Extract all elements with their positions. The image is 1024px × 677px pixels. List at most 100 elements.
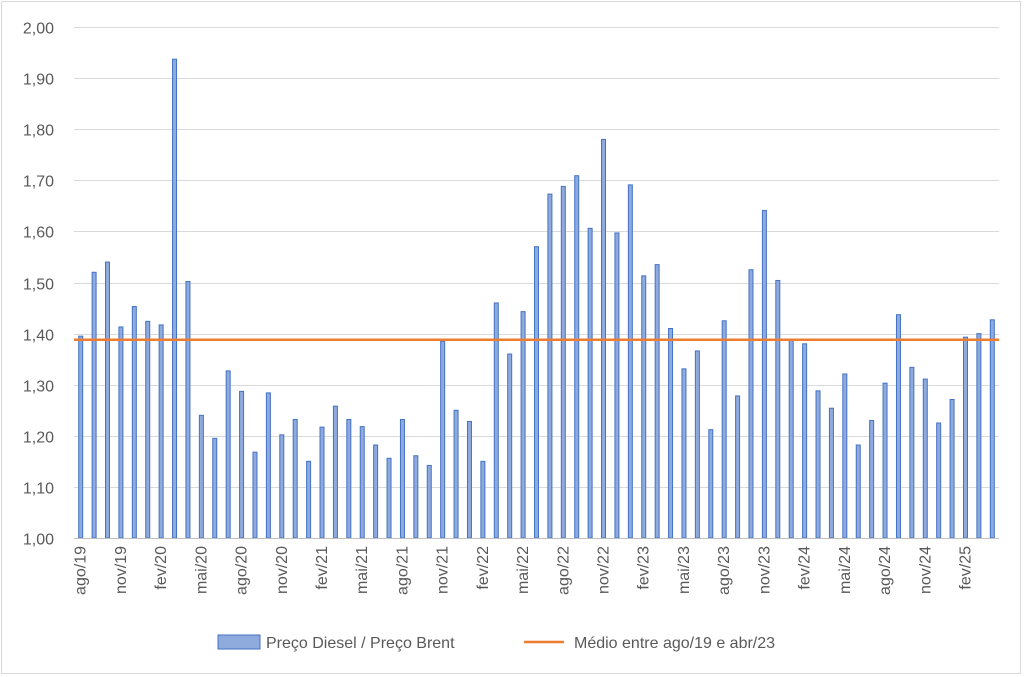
bar bbox=[145, 320, 151, 539]
y-tick-label: 2,00 bbox=[23, 21, 54, 38]
x-tick-label: nov/23 bbox=[756, 546, 773, 594]
x-tick-label: nov/21 bbox=[435, 546, 452, 594]
bar bbox=[574, 175, 580, 539]
bar bbox=[534, 246, 539, 539]
x-tick-label: mai/21 bbox=[354, 546, 371, 594]
x-tick-label: nov/20 bbox=[274, 546, 291, 594]
x-tick-label: ago/24 bbox=[877, 546, 894, 595]
bar bbox=[493, 302, 499, 539]
bar bbox=[239, 390, 245, 539]
y-tick-label: 1,40 bbox=[23, 328, 54, 345]
y-tick-label: 1,80 bbox=[23, 123, 54, 140]
bar bbox=[91, 271, 97, 539]
bar bbox=[440, 340, 446, 539]
bar bbox=[976, 333, 982, 539]
bar bbox=[922, 378, 928, 539]
bar bbox=[802, 343, 808, 539]
y-tick-label: 1,20 bbox=[23, 430, 54, 447]
bar bbox=[748, 269, 754, 539]
x-tick-label: ago/19 bbox=[73, 546, 90, 595]
x-tick-label: mai/22 bbox=[515, 546, 532, 594]
legend-line-label: Médio entre ago/19 e abr/23 bbox=[574, 635, 775, 652]
y-tick-label: 1,10 bbox=[23, 481, 54, 498]
bar bbox=[895, 314, 901, 539]
bar bbox=[828, 407, 834, 539]
bar bbox=[172, 58, 178, 539]
bar bbox=[225, 370, 231, 539]
bar bbox=[185, 280, 191, 539]
y-tick-label: 1,00 bbox=[23, 532, 54, 549]
bar bbox=[373, 444, 379, 539]
bar bbox=[252, 451, 258, 539]
bar bbox=[936, 422, 942, 539]
x-tick-label: ago/23 bbox=[716, 546, 733, 595]
bar bbox=[761, 209, 767, 539]
bar bbox=[386, 457, 392, 539]
x-tick-label: ago/21 bbox=[394, 546, 411, 595]
y-tick-label: 1,30 bbox=[23, 379, 54, 396]
bar bbox=[668, 327, 674, 539]
bar bbox=[547, 193, 553, 539]
y-tick-label: 1,70 bbox=[23, 174, 54, 191]
bar bbox=[869, 419, 875, 539]
legend-bar-label: Preço Diesel / Preço Brent bbox=[266, 635, 455, 652]
bar bbox=[279, 434, 285, 539]
bar bbox=[614, 232, 620, 539]
x-tick-label: fev/22 bbox=[475, 546, 492, 590]
bar bbox=[641, 275, 647, 539]
bar bbox=[359, 426, 365, 539]
x-tick-label: mai/23 bbox=[676, 546, 693, 594]
x-tick-label: mai/24 bbox=[837, 546, 854, 594]
bar bbox=[708, 429, 714, 539]
x-tick-label: fev/24 bbox=[797, 546, 814, 590]
bar bbox=[131, 306, 137, 539]
x-tick-label: mai/20 bbox=[193, 546, 210, 594]
bar bbox=[413, 455, 419, 539]
bar bbox=[198, 414, 204, 539]
bar bbox=[842, 373, 848, 539]
x-tick-label: nov/24 bbox=[917, 546, 934, 594]
bar bbox=[332, 405, 338, 539]
bar bbox=[319, 426, 325, 539]
bar bbox=[212, 437, 218, 539]
bar bbox=[466, 420, 472, 539]
bar bbox=[158, 324, 164, 539]
bar bbox=[735, 395, 741, 539]
y-tick-label: 1,60 bbox=[23, 225, 54, 242]
x-tick-label: ago/22 bbox=[555, 546, 572, 595]
bar bbox=[292, 418, 298, 539]
x-tick-label: fev/23 bbox=[636, 546, 653, 590]
bar bbox=[788, 339, 794, 539]
bar bbox=[962, 336, 968, 539]
bar bbox=[265, 392, 271, 539]
bar bbox=[855, 444, 861, 539]
y-axis-ticks: 1,00 1,10 1,20 1,30 1,40 1,50 1,60 1,70 1,80 1,90… bbox=[23, 21, 54, 549]
bar bbox=[78, 335, 84, 539]
bar bbox=[909, 366, 915, 539]
x-tick-label: ago/20 bbox=[234, 546, 251, 595]
bar bbox=[627, 184, 633, 539]
bar bbox=[882, 382, 888, 539]
x-axis-ticks: ago/19 nov/19 fev/20 mai/20 ago/20 nov/20 fev/… bbox=[73, 546, 975, 595]
bar bbox=[399, 418, 405, 539]
x-tick-label: nov/19 bbox=[113, 546, 130, 594]
bar bbox=[694, 350, 700, 539]
y-tick-label: 1,50 bbox=[23, 277, 54, 294]
bar bbox=[118, 326, 124, 539]
bar bbox=[453, 409, 459, 539]
bar bbox=[681, 368, 687, 539]
bar bbox=[507, 353, 513, 539]
bar bbox=[775, 279, 781, 539]
x-tick-label: fev/25 bbox=[957, 546, 974, 590]
bar bbox=[989, 319, 995, 539]
bar-series bbox=[78, 58, 995, 539]
bar bbox=[560, 185, 566, 539]
bar bbox=[105, 261, 111, 539]
bar bbox=[949, 399, 955, 539]
legend-bar-swatch bbox=[217, 634, 261, 650]
x-tick-label: nov/22 bbox=[596, 546, 613, 594]
bar bbox=[520, 311, 526, 539]
bar bbox=[346, 418, 352, 539]
